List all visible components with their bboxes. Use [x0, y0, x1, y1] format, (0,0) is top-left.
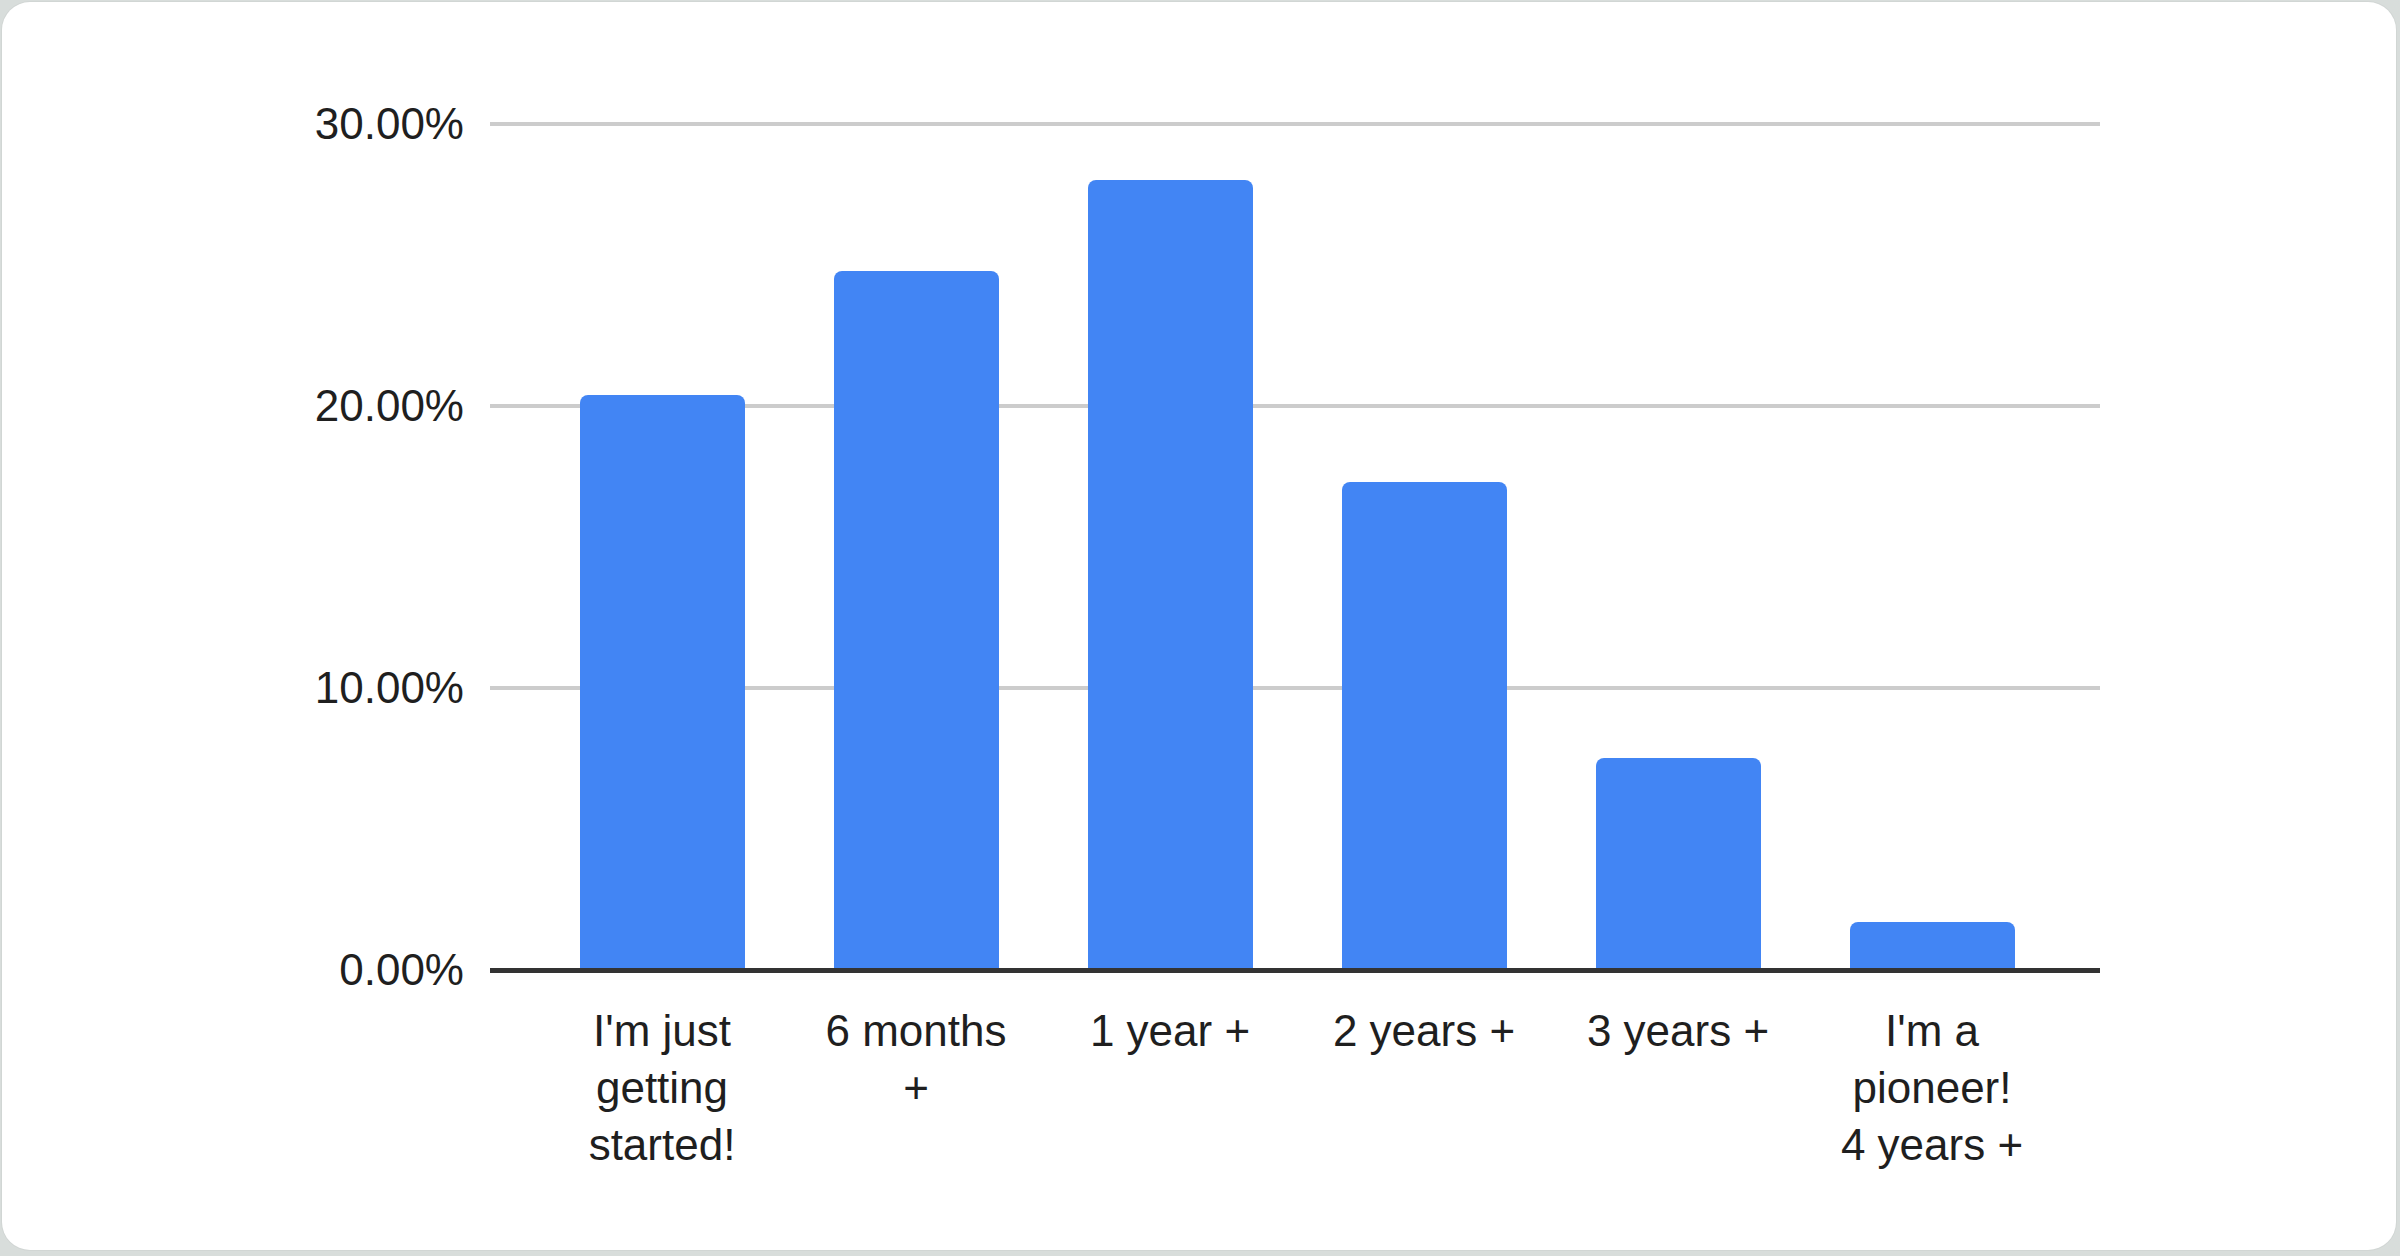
x-category-label-line: I'm a [1782, 1002, 2082, 1059]
x-category-label-line: pioneer! [1782, 1059, 2082, 1116]
gridline-30 [490, 122, 2100, 126]
bar-5[interactable] [1596, 758, 1761, 970]
x-category-label-6: I'm apioneer!4 years + [1782, 1002, 2082, 1173]
chart-card: 0.00%10.00%20.00%30.00% I'm justgettings… [2, 2, 2396, 1250]
x-axis-line [490, 968, 2100, 973]
y-tick-label-20: 20.00% [2, 378, 464, 434]
bar-3[interactable] [1088, 180, 1253, 970]
y-tick-label-0: 0.00% [2, 942, 464, 998]
x-category-label-line: 4 years + [1782, 1116, 2082, 1173]
x-category-label-line: started! [512, 1116, 812, 1173]
bar-4[interactable] [1342, 482, 1507, 970]
bar-6[interactable] [1850, 922, 2015, 970]
x-category-label-line: + [766, 1059, 1066, 1116]
y-tick-label-30: 30.00% [2, 96, 464, 152]
bar-chart: 0.00%10.00%20.00%30.00% I'm justgettings… [2, 2, 2396, 1250]
y-tick-label-10: 10.00% [2, 660, 464, 716]
bar-2[interactable] [834, 271, 999, 970]
bar-1[interactable] [580, 395, 745, 970]
